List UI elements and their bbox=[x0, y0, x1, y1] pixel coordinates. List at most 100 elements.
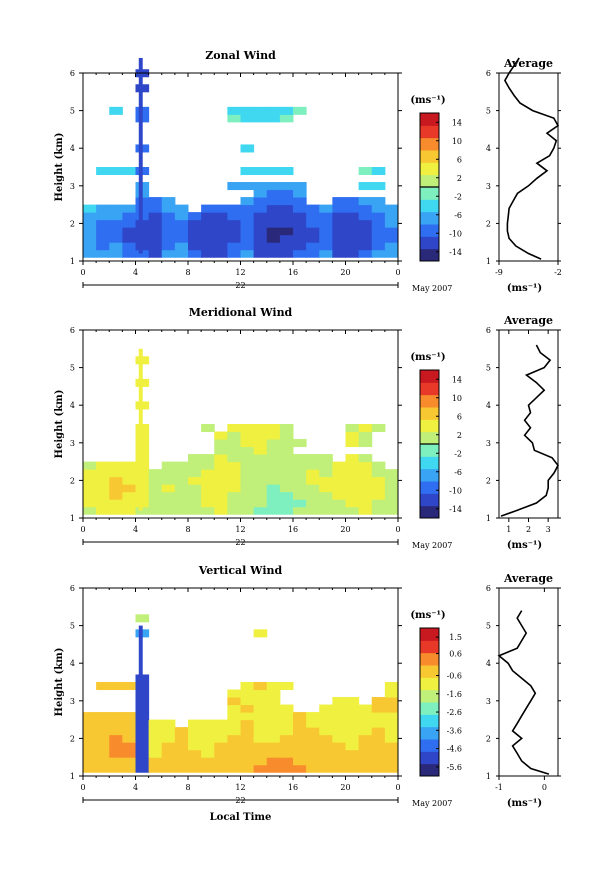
heatmap-cell bbox=[319, 499, 333, 508]
heatmap-cell bbox=[279, 431, 294, 440]
heatmap-cell bbox=[293, 249, 307, 258]
y-tick-label: 1 bbox=[70, 772, 75, 781]
heatmap-cell bbox=[227, 704, 241, 713]
heatmap-cell bbox=[83, 219, 97, 228]
colorbar-segment bbox=[420, 481, 439, 494]
heatmap-cell bbox=[201, 764, 215, 773]
colorbar-segment bbox=[420, 505, 439, 519]
heatmap-cell bbox=[174, 234, 189, 243]
colorbar-segment bbox=[420, 739, 439, 752]
heatmap-cell bbox=[201, 227, 215, 236]
heatmap-cell bbox=[319, 712, 333, 721]
x-tick-label: 4 bbox=[133, 525, 138, 534]
heatmap-cell bbox=[253, 712, 268, 721]
heatmap-cell bbox=[227, 227, 241, 236]
heatmap-cell bbox=[109, 749, 123, 758]
heatmap-cell bbox=[306, 499, 320, 508]
x-tick-label: 20 bbox=[340, 268, 350, 277]
heatmap-cell bbox=[214, 506, 228, 515]
heatmap-cell bbox=[96, 719, 110, 728]
colorbar-tick-label: 14 bbox=[452, 375, 462, 384]
heatmap-cell bbox=[384, 234, 399, 243]
heatmap-cell bbox=[253, 204, 268, 213]
heatmap-cell bbox=[332, 734, 346, 743]
heatmap-cell bbox=[96, 249, 110, 258]
average-y-tick-label: 1 bbox=[486, 772, 491, 781]
heatmap-cell bbox=[201, 476, 215, 485]
heatmap-cell bbox=[253, 506, 268, 515]
heatmap-cell bbox=[227, 106, 241, 115]
heatmap-cell bbox=[306, 727, 320, 736]
heatmap-cell bbox=[266, 749, 281, 758]
heatmap-cell bbox=[188, 242, 202, 251]
heatmap-cell bbox=[266, 204, 281, 213]
heatmap-cell bbox=[188, 227, 202, 236]
heatmap-cell bbox=[293, 764, 307, 773]
heatmap-cell bbox=[161, 734, 176, 743]
y-tick-label: 3 bbox=[70, 697, 75, 706]
heatmap-cell bbox=[279, 491, 294, 500]
heatmap-cell bbox=[240, 727, 255, 736]
colorbar-segment bbox=[420, 162, 439, 176]
average-frame bbox=[498, 72, 559, 262]
heatmap-cell bbox=[188, 219, 202, 228]
heatmap-cell bbox=[319, 727, 333, 736]
colorbar-segment bbox=[420, 394, 439, 408]
average-y-tick-label: 2 bbox=[486, 734, 491, 743]
x-tick-label: 20 bbox=[340, 525, 350, 534]
heatmap-cell bbox=[188, 757, 202, 766]
colorbar-segment bbox=[420, 628, 439, 641]
heatmap-cell bbox=[240, 439, 255, 448]
heatmap-cell bbox=[358, 431, 373, 440]
heatmap-cell bbox=[266, 727, 281, 736]
heatmap-cell bbox=[240, 182, 255, 191]
heatmap-cell bbox=[384, 764, 399, 773]
heatmap-cell bbox=[201, 499, 215, 508]
heatmap-cell bbox=[371, 182, 386, 191]
heatmap-cell bbox=[240, 424, 255, 433]
x-tick-label: 8 bbox=[185, 525, 190, 534]
average-profile-line bbox=[503, 57, 560, 260]
heatmap-cell bbox=[332, 712, 346, 721]
heatmap-cell bbox=[227, 114, 241, 123]
heatmap-cell bbox=[384, 682, 399, 691]
heatmap-cell bbox=[306, 506, 320, 515]
heatmap-cell bbox=[174, 242, 189, 251]
heatmap-cell bbox=[148, 749, 163, 758]
heatmap-cell bbox=[293, 204, 307, 213]
heatmap-cell bbox=[174, 749, 189, 758]
heatmap-cell bbox=[214, 219, 228, 228]
heatmap-cell bbox=[214, 212, 228, 221]
colorbar-tick-label: 1.5 bbox=[449, 633, 462, 642]
y-tick-label: 6 bbox=[70, 326, 75, 335]
heatmap-cell bbox=[319, 469, 333, 478]
heatmap-cell bbox=[161, 499, 176, 508]
heatmap-cell bbox=[332, 719, 346, 728]
heatmap-cell bbox=[109, 461, 123, 470]
average-x-tick-label: -1 bbox=[495, 783, 503, 792]
heatmap-cell bbox=[188, 727, 202, 736]
heatmap-cell bbox=[358, 476, 373, 485]
heatmap-cell bbox=[161, 469, 176, 478]
colorbar-tick-label: -4.6 bbox=[447, 745, 462, 754]
heatmap-cell bbox=[279, 469, 294, 478]
heatmap-cell bbox=[358, 167, 373, 176]
average-x-tick-label: 1 bbox=[506, 525, 511, 534]
y-tick-label: 5 bbox=[70, 107, 75, 116]
date-label: 22 bbox=[235, 281, 245, 290]
heatmap-cell bbox=[358, 182, 373, 191]
y-tick-label: 5 bbox=[70, 364, 75, 373]
heatmap-cell bbox=[201, 506, 215, 515]
heatmap-cell bbox=[384, 704, 399, 713]
heatmap-cell bbox=[332, 764, 346, 773]
heatmap-cell bbox=[253, 106, 268, 115]
colorbar-tick-label: -2 bbox=[454, 192, 462, 201]
heatmap-cell bbox=[293, 757, 307, 766]
colorbar-segment bbox=[420, 199, 439, 213]
heatmap-cell bbox=[332, 757, 346, 766]
heatmap-cell bbox=[279, 682, 294, 691]
heatmap-cell bbox=[384, 491, 399, 500]
average-y-tick-label: 4 bbox=[486, 659, 491, 668]
heatmap-cell bbox=[266, 461, 281, 470]
heatmap-cell bbox=[253, 469, 268, 478]
